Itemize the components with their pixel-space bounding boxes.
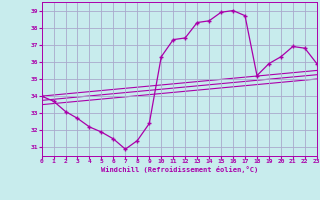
X-axis label: Windchill (Refroidissement éolien,°C): Windchill (Refroidissement éolien,°C) — [100, 166, 258, 173]
